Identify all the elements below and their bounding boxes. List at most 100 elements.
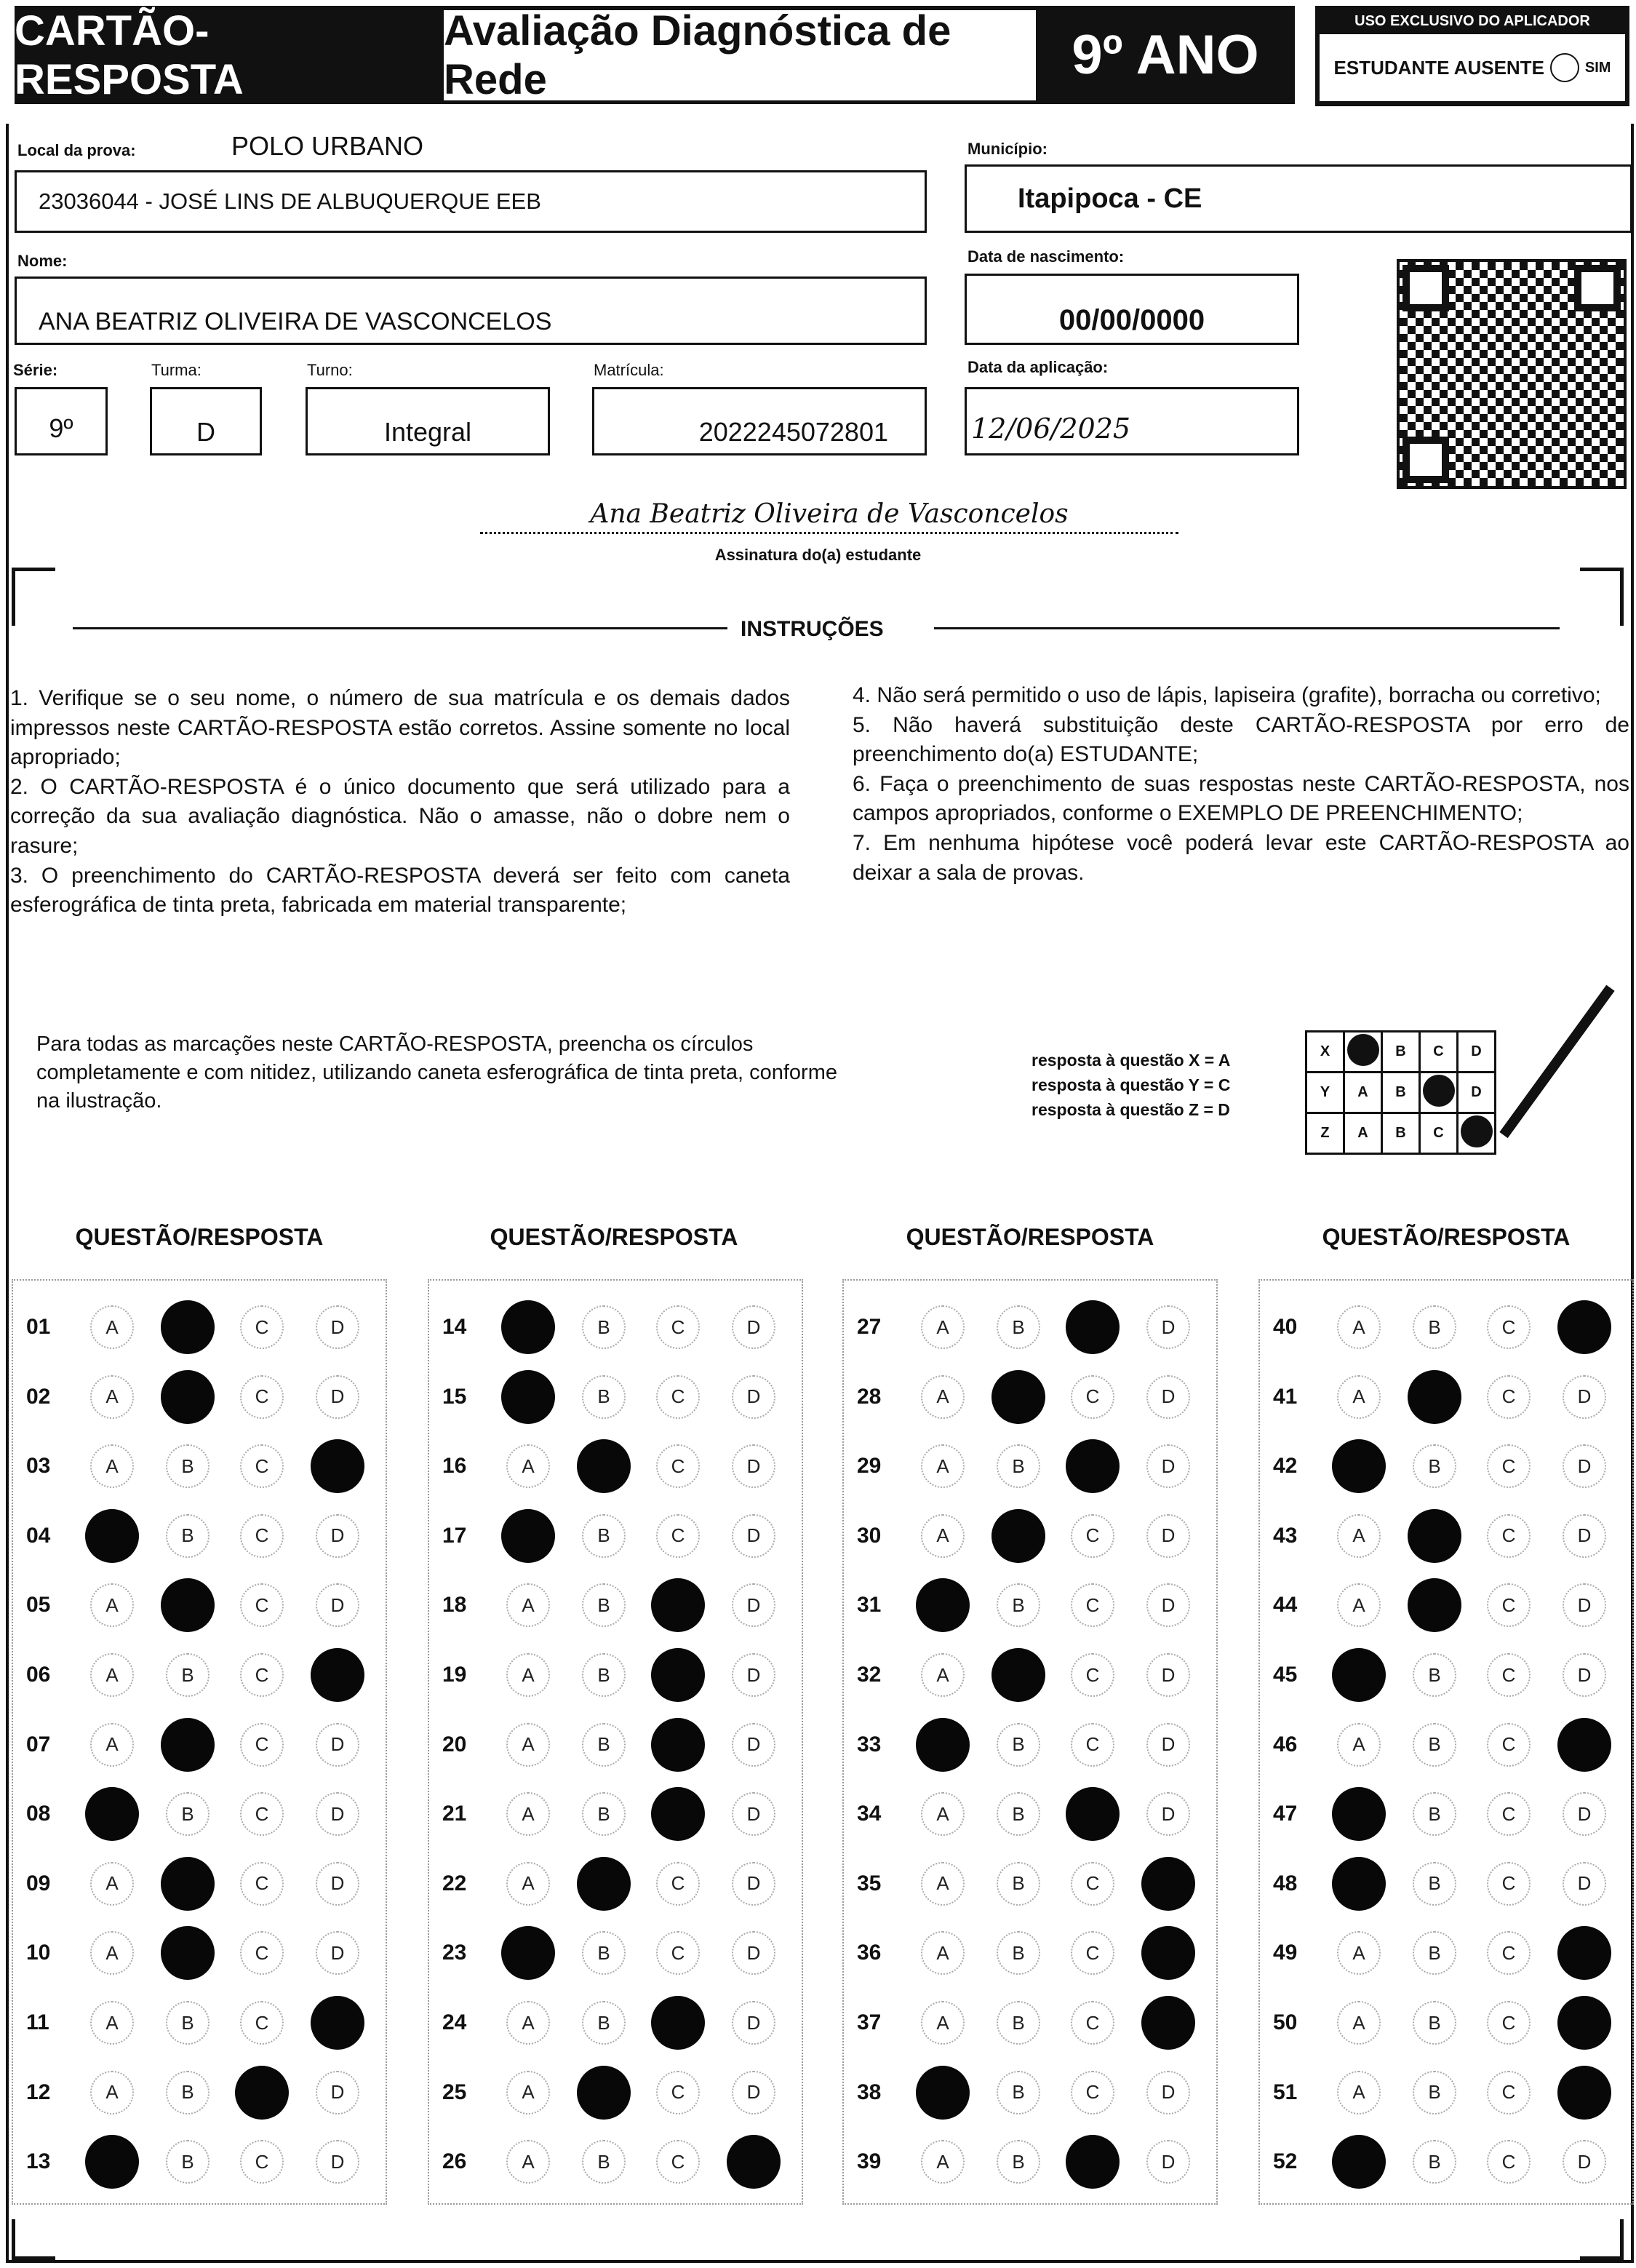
answer-bubble-c[interactable]: C <box>240 1444 284 1489</box>
answer-bubble-d[interactable]: D <box>311 1996 364 2050</box>
answer-bubble-d[interactable]: D <box>1146 1374 1190 1419</box>
answer-bubble-b[interactable]: B <box>991 1369 1045 1424</box>
answer-bubble-c[interactable]: C <box>240 1861 284 1906</box>
answer-bubble-b[interactable]: B <box>577 2065 631 2120</box>
answer-bubble-b[interactable]: B <box>997 1931 1040 1975</box>
answer-bubble-b[interactable]: B <box>1413 1792 1456 1837</box>
answer-bubble-c[interactable]: C <box>240 1792 284 1837</box>
answer-bubble-d[interactable]: D <box>316 1305 359 1349</box>
answer-bubble-b[interactable]: B <box>582 1583 626 1628</box>
answer-bubble-d[interactable]: D <box>1141 1926 1195 1981</box>
answer-bubble-a[interactable]: A <box>506 2001 550 2045</box>
answer-bubble-a[interactable]: A <box>921 1931 965 1975</box>
answer-bubble-c[interactable]: C <box>1487 2001 1531 2045</box>
answer-bubble-c[interactable]: C <box>1071 2070 1114 2114</box>
answer-bubble-a[interactable]: A <box>90 2001 134 2045</box>
answer-bubble-c[interactable]: C <box>240 1583 284 1628</box>
answer-bubble-d[interactable]: D <box>316 1931 359 1975</box>
answer-bubble-c[interactable]: C <box>1487 2140 1531 2184</box>
answer-bubble-c[interactable]: C <box>240 1653 284 1697</box>
answer-bubble-a[interactable]: A <box>90 1722 134 1767</box>
answer-bubble-a[interactable]: A <box>90 1444 134 1489</box>
answer-bubble-a[interactable]: A <box>1332 2135 1386 2189</box>
answer-bubble-d[interactable]: D <box>311 1439 364 1494</box>
answer-bubble-b[interactable]: B <box>1413 1722 1456 1767</box>
answer-bubble-d[interactable]: D <box>732 1653 775 1697</box>
answer-bubble-a[interactable]: A <box>1337 1931 1381 1975</box>
answer-bubble-d[interactable]: D <box>1146 1792 1190 1837</box>
answer-bubble-c[interactable]: C <box>1487 1722 1531 1767</box>
answer-bubble-a[interactable]: A <box>90 1653 134 1697</box>
answer-bubble-a[interactable]: A <box>921 1374 965 1419</box>
answer-bubble-d[interactable]: D <box>1146 2140 1190 2184</box>
answer-bubble-d[interactable]: D <box>1557 1996 1611 2050</box>
answer-bubble-d[interactable]: D <box>1146 1722 1190 1767</box>
answer-bubble-a[interactable]: A <box>506 2140 550 2184</box>
answer-bubble-b[interactable]: B <box>582 1653 626 1697</box>
answer-bubble-d[interactable]: D <box>732 2070 775 2114</box>
answer-bubble-d[interactable]: D <box>732 1583 775 1628</box>
answer-bubble-b[interactable]: B <box>577 1439 631 1494</box>
answer-bubble-a[interactable]: A <box>506 1583 550 1628</box>
answer-bubble-b[interactable]: B <box>577 1856 631 1911</box>
answer-bubble-c[interactable]: C <box>1071 1513 1114 1558</box>
answer-bubble-c[interactable]: C <box>651 1578 705 1633</box>
answer-bubble-d[interactable]: D <box>316 2140 359 2184</box>
answer-bubble-d[interactable]: D <box>732 1722 775 1767</box>
answer-bubble-a[interactable]: A <box>1337 1583 1381 1628</box>
answer-bubble-c[interactable]: C <box>1487 1305 1531 1349</box>
answer-bubble-a[interactable]: A <box>506 1722 550 1767</box>
answer-bubble-b[interactable]: B <box>582 1931 626 1975</box>
answer-bubble-c[interactable]: C <box>1071 1374 1114 1419</box>
answer-bubble-b[interactable]: B <box>1408 1369 1461 1424</box>
answer-bubble-d[interactable]: D <box>1563 1583 1606 1628</box>
answer-bubble-d[interactable]: D <box>1563 1861 1606 1906</box>
answer-bubble-a[interactable]: A <box>85 1508 139 1563</box>
answer-bubble-d[interactable]: D <box>1146 2070 1190 2114</box>
answer-bubble-c[interactable]: C <box>1487 2070 1531 2114</box>
answer-bubble-b[interactable]: B <box>166 2070 210 2114</box>
answer-bubble-c[interactable]: C <box>240 1374 284 1419</box>
answer-bubble-c[interactable]: C <box>656 1513 700 1558</box>
answer-bubble-b[interactable]: B <box>166 2140 210 2184</box>
answer-bubble-b[interactable]: B <box>991 1508 1045 1563</box>
answer-bubble-a[interactable]: A <box>916 1717 970 1772</box>
answer-bubble-a[interactable]: A <box>1332 1787 1386 1842</box>
answer-bubble-c[interactable]: C <box>1071 1583 1114 1628</box>
answer-bubble-c[interactable]: C <box>1487 1792 1531 1837</box>
answer-bubble-c[interactable]: C <box>1066 1300 1120 1354</box>
answer-bubble-d[interactable]: D <box>732 2001 775 2045</box>
answer-bubble-c[interactable]: C <box>1071 1653 1114 1697</box>
answer-bubble-d[interactable]: D <box>1146 1583 1190 1628</box>
answer-bubble-c[interactable]: C <box>651 1787 705 1842</box>
answer-bubble-b[interactable]: B <box>582 1513 626 1558</box>
answer-bubble-b[interactable]: B <box>582 1722 626 1767</box>
answer-bubble-b[interactable]: B <box>1413 1305 1456 1349</box>
answer-bubble-a[interactable]: A <box>85 2135 139 2189</box>
answer-bubble-c[interactable]: C <box>1487 1653 1531 1697</box>
answer-bubble-c[interactable]: C <box>651 1717 705 1772</box>
answer-bubble-d[interactable]: D <box>1563 1653 1606 1697</box>
answer-bubble-c[interactable]: C <box>1487 1444 1531 1489</box>
answer-bubble-b[interactable]: B <box>997 1861 1040 1906</box>
answer-bubble-c[interactable]: C <box>1066 2135 1120 2189</box>
answer-bubble-a[interactable]: A <box>921 1444 965 1489</box>
answer-bubble-c[interactable]: C <box>240 1305 284 1349</box>
answer-bubble-a[interactable]: A <box>85 1787 139 1842</box>
answer-bubble-a[interactable]: A <box>921 1653 965 1697</box>
answer-bubble-b[interactable]: B <box>166 1444 210 1489</box>
answer-bubble-d[interactable]: D <box>316 1583 359 1628</box>
answer-bubble-a[interactable]: A <box>916 1578 970 1633</box>
answer-bubble-c[interactable]: C <box>1066 1439 1120 1494</box>
answer-bubble-a[interactable]: A <box>1337 1305 1381 1349</box>
answer-bubble-b[interactable]: B <box>997 2070 1040 2114</box>
answer-bubble-d[interactable]: D <box>316 1374 359 1419</box>
answer-bubble-b[interactable]: B <box>582 2001 626 2045</box>
answer-bubble-c[interactable]: C <box>656 1305 700 1349</box>
answer-bubble-b[interactable]: B <box>582 1792 626 1837</box>
answer-bubble-a[interactable]: A <box>90 1374 134 1419</box>
answer-bubble-d[interactable]: D <box>1563 1374 1606 1419</box>
answer-bubble-d[interactable]: D <box>316 1722 359 1767</box>
answer-bubble-a[interactable]: A <box>90 1583 134 1628</box>
answer-bubble-c[interactable]: C <box>240 1513 284 1558</box>
